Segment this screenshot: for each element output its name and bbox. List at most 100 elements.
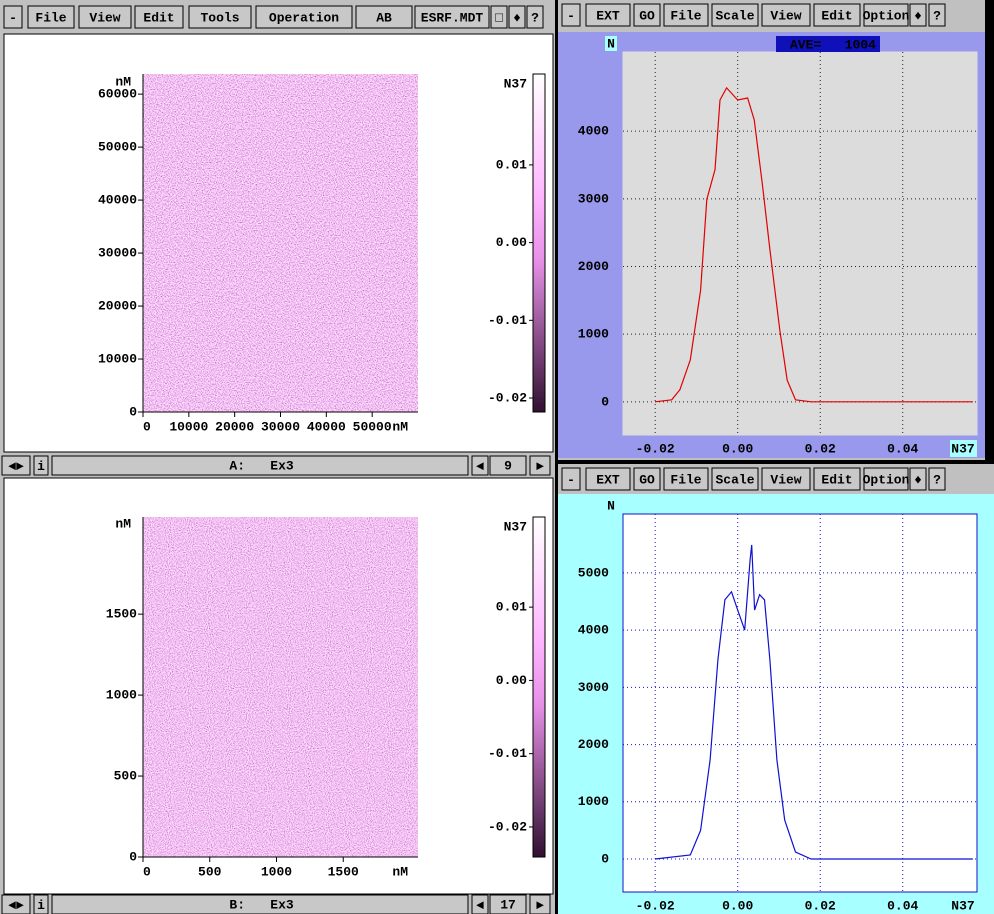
y-unit: nM xyxy=(115,516,131,531)
x-tick-label: 0.02 xyxy=(805,898,836,913)
x-tick-label: -0.02 xyxy=(636,898,675,913)
menu-item[interactable] xyxy=(761,3,811,27)
status-name: Ex3 xyxy=(270,897,294,912)
x-tick-label: 20000 xyxy=(215,419,254,434)
menu-item[interactable] xyxy=(863,3,909,27)
menu-item[interactable] xyxy=(813,3,861,27)
menu-item[interactable] xyxy=(761,467,811,491)
nav-toggle[interactable] xyxy=(1,894,31,914)
menu-item[interactable] xyxy=(663,3,709,27)
menu-item-label: Option xyxy=(863,472,910,487)
prev-frame[interactable] xyxy=(471,894,489,914)
menu-item-label: View xyxy=(770,472,801,487)
spin-button[interactable] xyxy=(909,467,927,491)
menu-item[interactable] xyxy=(188,5,252,29)
colorbar-tick-label: 0.01 xyxy=(496,600,527,615)
colorbar-tick-label: -0.02 xyxy=(488,390,527,405)
plot-area xyxy=(622,51,978,436)
x-tick-label: 0 xyxy=(143,864,151,879)
spin-button-icon: ♦ xyxy=(914,8,922,23)
spin-button-icon: ♦ xyxy=(513,10,521,25)
status-label: A: xyxy=(229,458,245,473)
menu-item-label: Edit xyxy=(821,8,852,23)
menu-item[interactable] xyxy=(633,3,661,27)
y-tick-label: 500 xyxy=(114,768,138,783)
mode-button[interactable] xyxy=(355,5,413,29)
prev-frame-icon: ◄ xyxy=(476,459,484,474)
menu-item-label: Tools xyxy=(200,10,239,25)
y-tick-label: 3000 xyxy=(578,680,609,695)
frame-button[interactable] xyxy=(490,5,508,29)
menu-item[interactable] xyxy=(134,5,184,29)
menu-item[interactable] xyxy=(663,467,709,491)
prev-frame-icon: ◄ xyxy=(476,898,484,913)
help-button[interactable] xyxy=(526,5,544,29)
nav-toggle[interactable] xyxy=(1,455,31,476)
system-menu[interactable] xyxy=(3,5,23,29)
plot-area xyxy=(622,513,978,893)
y-axis-label: N xyxy=(607,498,615,513)
colorbar-label: N37 xyxy=(504,76,527,91)
info-button[interactable] xyxy=(33,894,49,914)
x-unit: nM xyxy=(392,864,408,879)
colorbar-tick-label: 0.01 xyxy=(496,157,527,172)
menu-item-label: View xyxy=(770,8,801,23)
spin-button-icon: ♦ xyxy=(914,472,922,487)
menu-item[interactable] xyxy=(813,467,861,491)
y-tick-label: 1000 xyxy=(578,327,609,342)
menu-item[interactable] xyxy=(585,467,631,491)
prev-frame[interactable] xyxy=(471,455,489,476)
x-tick-label: 50000 xyxy=(353,419,392,434)
next-frame[interactable] xyxy=(529,455,551,476)
x-tick-label: 500 xyxy=(198,864,222,879)
info-button[interactable] xyxy=(33,455,49,476)
x-tick-label: 0.00 xyxy=(722,898,753,913)
y-tick-label: 0 xyxy=(129,404,137,419)
menu-item[interactable] xyxy=(711,3,759,27)
y-tick-label: 0 xyxy=(129,849,137,864)
spin-button[interactable] xyxy=(909,3,927,27)
status-field xyxy=(51,455,469,476)
status-name: Ex3 xyxy=(270,458,294,473)
frame-button-icon: □ xyxy=(495,10,503,25)
frame-field xyxy=(489,455,527,476)
x-unit: nM xyxy=(392,419,408,434)
ave-box xyxy=(776,36,880,52)
histogram-line xyxy=(655,86,973,403)
x-axis-label: N37 xyxy=(951,898,974,913)
x-tick-label: 0.00 xyxy=(722,441,753,456)
file-selector[interactable] xyxy=(414,5,490,29)
menu-item-label: Edit xyxy=(821,472,852,487)
system-menu-icon: - xyxy=(567,472,575,487)
colorbar xyxy=(532,516,546,858)
help-button-icon: ? xyxy=(933,472,941,487)
system-menu[interactable] xyxy=(561,3,581,27)
x-tick-label: 0.04 xyxy=(887,441,918,456)
colorbar-tick-label: -0.02 xyxy=(488,819,527,834)
menu-item[interactable] xyxy=(255,5,353,29)
nav-toggle-icon: ◄► xyxy=(8,898,24,913)
x-tick-label: 10000 xyxy=(169,419,208,434)
menu-item[interactable] xyxy=(585,3,631,27)
x-tick-label: 30000 xyxy=(261,419,300,434)
window-divider xyxy=(558,460,994,464)
menu-item-label: EXT xyxy=(596,472,620,487)
system-menu[interactable] xyxy=(561,467,581,491)
menu-item-label: Edit xyxy=(143,10,174,25)
spin-button[interactable] xyxy=(508,5,526,29)
menu-item-label: File xyxy=(670,8,701,23)
help-button[interactable] xyxy=(928,467,946,491)
menu-item[interactable] xyxy=(711,467,759,491)
next-frame[interactable] xyxy=(529,894,551,914)
help-button[interactable] xyxy=(928,3,946,27)
menu-item[interactable] xyxy=(27,5,75,29)
x-tick-label: 0 xyxy=(143,419,151,434)
menu-item[interactable] xyxy=(78,5,132,29)
x-tick-label: 0.04 xyxy=(887,898,918,913)
status-field xyxy=(51,894,469,914)
menu-item[interactable] xyxy=(863,467,909,491)
menu-item[interactable] xyxy=(633,467,661,491)
y-tick-label: 60000 xyxy=(98,87,137,102)
y-tick-label: 30000 xyxy=(98,246,137,261)
